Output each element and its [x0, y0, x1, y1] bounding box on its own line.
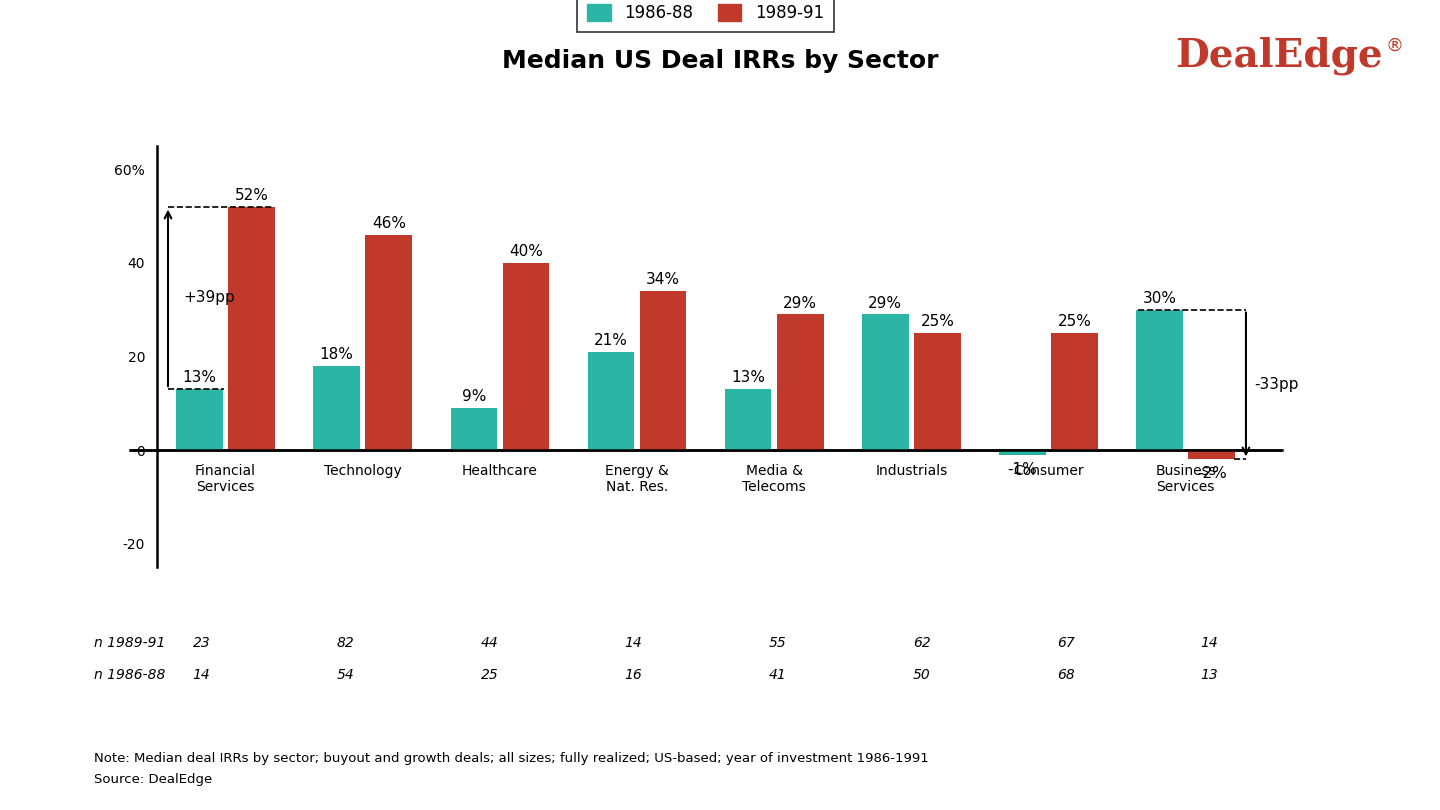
- Text: 68: 68: [1057, 668, 1074, 682]
- Text: Median US Deal IRRs by Sector: Median US Deal IRRs by Sector: [501, 49, 939, 73]
- Text: 44: 44: [481, 636, 498, 650]
- Text: 9%: 9%: [462, 389, 487, 404]
- Text: 46%: 46%: [372, 216, 406, 231]
- Text: 50: 50: [913, 668, 930, 682]
- Text: 29%: 29%: [868, 296, 903, 310]
- Legend: 1986-88, 1989-91: 1986-88, 1989-91: [577, 0, 834, 32]
- Text: ®: ®: [1385, 36, 1403, 54]
- Text: 25: 25: [481, 668, 498, 682]
- Text: 41: 41: [769, 668, 786, 682]
- Text: 13%: 13%: [183, 370, 216, 386]
- Bar: [999, 450, 1045, 454]
- Bar: [639, 291, 687, 450]
- Text: -2%: -2%: [1197, 467, 1227, 481]
- Bar: [724, 389, 772, 450]
- Text: 30%: 30%: [1142, 291, 1176, 306]
- Text: Source: DealEdge: Source: DealEdge: [94, 773, 212, 786]
- Text: 25%: 25%: [1057, 314, 1092, 329]
- Text: 25%: 25%: [920, 314, 955, 329]
- Bar: [778, 314, 824, 450]
- Bar: [1051, 333, 1097, 450]
- Bar: [229, 207, 275, 450]
- Text: 67: 67: [1057, 636, 1074, 650]
- Text: DealEdge: DealEdge: [1175, 36, 1382, 75]
- Text: +39pp: +39pp: [183, 291, 235, 305]
- Bar: [176, 389, 223, 450]
- Text: 18%: 18%: [320, 347, 354, 362]
- Bar: [366, 235, 412, 450]
- Text: 54: 54: [337, 668, 354, 682]
- Bar: [863, 314, 909, 450]
- Bar: [314, 366, 360, 450]
- Text: 82: 82: [337, 636, 354, 650]
- Text: 62: 62: [913, 636, 930, 650]
- Text: -33pp: -33pp: [1254, 377, 1299, 392]
- Text: 21%: 21%: [595, 333, 628, 348]
- Text: 52%: 52%: [235, 188, 269, 202]
- Text: Note: Median deal IRRs by sector; buyout and growth deals; all sizes; fully real: Note: Median deal IRRs by sector; buyout…: [94, 752, 929, 765]
- Text: 13%: 13%: [732, 370, 765, 386]
- Bar: [1136, 309, 1182, 450]
- Text: -1%: -1%: [1008, 462, 1037, 477]
- Text: 14: 14: [193, 668, 210, 682]
- Bar: [451, 408, 497, 450]
- Text: 29%: 29%: [783, 296, 818, 310]
- Text: 14: 14: [1201, 636, 1218, 650]
- Bar: [503, 262, 549, 450]
- Text: 23: 23: [193, 636, 210, 650]
- Text: 40%: 40%: [508, 244, 543, 259]
- Text: 13: 13: [1201, 668, 1218, 682]
- Text: 34%: 34%: [647, 272, 680, 287]
- Text: n 1989-91: n 1989-91: [94, 636, 166, 650]
- Text: 55: 55: [769, 636, 786, 650]
- Bar: [914, 333, 960, 450]
- Text: 14: 14: [625, 636, 642, 650]
- Bar: [588, 352, 634, 450]
- Bar: [1188, 450, 1236, 459]
- Text: 16: 16: [625, 668, 642, 682]
- Text: n 1986-88: n 1986-88: [94, 668, 166, 682]
